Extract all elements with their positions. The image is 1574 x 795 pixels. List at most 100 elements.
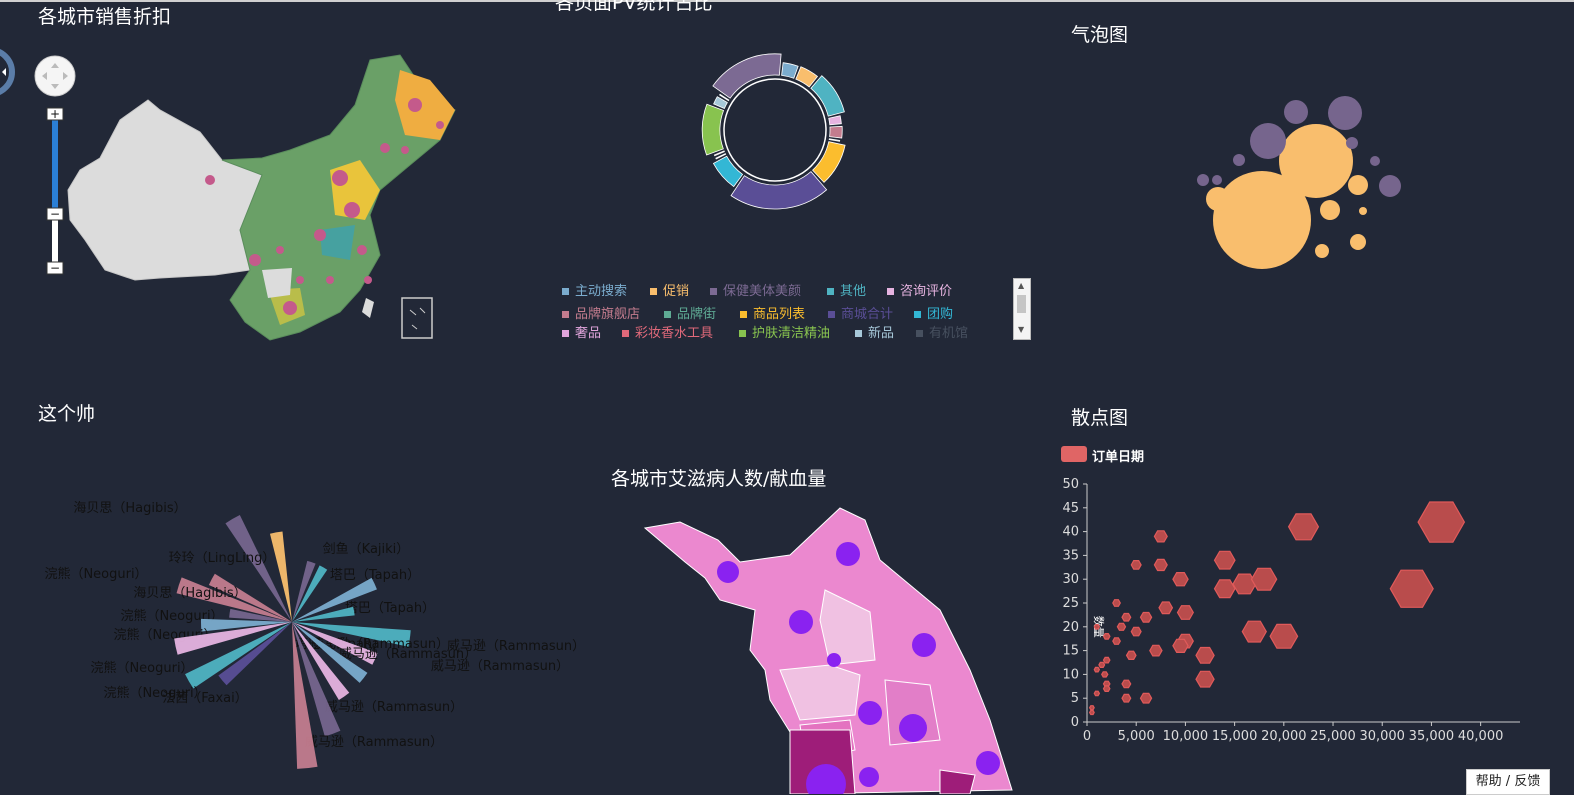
rose-bar-18[interactable] (292, 622, 318, 769)
scatter-point-12[interactable] (1195, 646, 1215, 664)
scatter-point-18[interactable] (1121, 612, 1132, 622)
scatter-point-1[interactable] (1389, 569, 1434, 608)
rose-bar-6[interactable] (174, 622, 292, 655)
scatter-point-27[interactable] (1101, 671, 1109, 678)
donut-slice-6[interactable] (812, 141, 846, 183)
rose-chart[interactable]: 海贝思（Hagibis） 玲玲（LingLing） 浣熊（Neoguri） 海贝思（H… (0, 440, 580, 770)
scatter-point-25[interactable] (1139, 692, 1153, 704)
legend-item[interactable]: 主动搜索 (562, 280, 627, 299)
legend-item[interactable]: 商品列表 (740, 303, 805, 322)
bubble-chart[interactable] (1170, 80, 1430, 280)
scatter-point-29[interactable] (1102, 685, 1111, 692)
scatter-point-20[interactable] (1093, 624, 1101, 630)
scatter-point-41[interactable] (1116, 622, 1127, 631)
scatter-point-26[interactable] (1102, 656, 1111, 664)
rose-bar-4[interactable] (229, 608, 292, 622)
pan-control-icon[interactable] (34, 55, 76, 97)
donut-slice-11[interactable] (701, 103, 725, 156)
bubble-4[interactable] (1250, 123, 1286, 159)
bubble-7[interactable] (1348, 175, 1368, 195)
legend-item[interactable]: 护肤清洁精油 (739, 322, 830, 341)
rose-bar-3[interactable] (176, 577, 292, 622)
bubble-12[interactable] (1197, 174, 1209, 186)
rose-bar-0[interactable] (225, 515, 292, 622)
scatter-point-39[interactable] (1130, 626, 1142, 637)
scatter-point-38[interactable] (1093, 666, 1101, 673)
rose-bar-5[interactable] (201, 618, 292, 632)
scatter-point-17[interactable] (1112, 599, 1121, 607)
bubble-8[interactable] (1320, 200, 1340, 220)
zoom-out-button[interactable] (46, 261, 64, 275)
rose-bar-13[interactable] (292, 622, 411, 647)
legend-item[interactable]: 咨询评价 (887, 280, 952, 299)
scatter-point-16[interactable] (1153, 558, 1168, 572)
scatter-legend-swatch[interactable] (1061, 446, 1087, 462)
city-light-1[interactable] (819, 589, 876, 666)
donut-slice-2[interactable] (810, 75, 845, 117)
side-toggle-icon[interactable] (0, 49, 15, 95)
region-sw-gray[interactable] (262, 268, 292, 298)
bubble-5[interactable] (1206, 187, 1230, 211)
scroll-thumb[interactable] (1017, 295, 1026, 313)
scatter-chart[interactable]: 0 5,000 10,000 15,000 20,000 25,000 30,000 35,0… (1040, 470, 1540, 750)
legend-item[interactable]: 团购 (914, 303, 953, 322)
rose-bar-10[interactable] (292, 565, 328, 622)
donut-slice-10[interactable] (713, 150, 725, 157)
rose-bar-11[interactable] (292, 577, 377, 622)
legend-item[interactable]: 保健美体美颜 (710, 280, 801, 299)
scatter-point-4[interactable] (1213, 550, 1236, 570)
legend-item[interactable]: 奢品 (562, 322, 601, 341)
donut-slice-7[interactable] (730, 171, 828, 210)
bubble-6[interactable] (1379, 175, 1401, 197)
scatter-point-0[interactable] (1417, 501, 1466, 543)
rose-bar-7[interactable] (185, 622, 292, 689)
rose-bar-14[interactable] (292, 622, 378, 665)
legend-item[interactable]: 彩妆香水工具 (622, 322, 713, 341)
bubble-15[interactable] (1370, 156, 1380, 166)
scatter-point-13[interactable] (1195, 670, 1215, 688)
scatter-point-3[interactable] (1269, 623, 1299, 649)
rose-bar-12[interactable] (292, 606, 355, 622)
scatter-point-11[interactable] (1172, 638, 1189, 653)
rose-bar-17[interactable] (292, 622, 341, 737)
region-west[interactable] (67, 99, 263, 281)
bubble-11[interactable] (1233, 154, 1245, 166)
legend-item[interactable]: 品牌旗舰店 (562, 303, 640, 322)
donut-slice-3[interactable] (828, 115, 842, 126)
scatter-point-24[interactable] (1149, 644, 1163, 657)
scatter-point-32[interactable] (1088, 709, 1095, 716)
bubble-14[interactable] (1212, 175, 1222, 185)
donut-slice-14[interactable] (712, 53, 782, 99)
scroll-down-icon[interactable]: ▼ (1018, 325, 1025, 334)
scatter-point-7[interactable] (1213, 579, 1236, 599)
legend-item[interactable]: 品牌街 (664, 303, 716, 322)
bubble-2[interactable] (1328, 96, 1362, 130)
donut-slice-4[interactable] (829, 125, 843, 139)
scatter-point-37[interactable] (1098, 661, 1106, 668)
zoom-handle[interactable] (46, 207, 64, 221)
bubble-10[interactable] (1315, 244, 1329, 258)
region-northeast[interactable] (395, 70, 455, 140)
legend-item[interactable]: 新品 (855, 322, 894, 341)
scatter-point-6[interactable] (1250, 567, 1278, 591)
aids-blood-map[interactable] (640, 500, 1020, 794)
rose-bar-8[interactable] (218, 622, 292, 686)
legend-item[interactable]: 促销 (650, 280, 689, 299)
scatter-point-33[interactable] (1121, 679, 1132, 689)
region-central[interactable] (320, 225, 355, 260)
bubble-0[interactable] (1213, 171, 1311, 269)
scatter-point-35[interactable] (1158, 601, 1174, 615)
scatter-point-8[interactable] (1176, 605, 1194, 620)
scatter-point-40[interactable] (1112, 637, 1121, 645)
pv-donut-chart[interactable] (640, 20, 910, 260)
bubble-1[interactable] (1279, 124, 1353, 198)
donut-slice-8[interactable] (712, 155, 744, 188)
donut-slice-1[interactable] (795, 66, 819, 88)
china-sales-map[interactable]: + − − (0, 40, 500, 360)
rose-bar-16[interactable] (292, 622, 350, 701)
taiwan-region[interactable] (362, 298, 374, 318)
scroll-up-icon[interactable]: ▲ (1018, 281, 1025, 290)
legend-item[interactable]: 其他 (827, 280, 866, 299)
donut-slice-13[interactable] (719, 93, 730, 102)
legend-item[interactable]: 有机馆 (916, 322, 968, 341)
